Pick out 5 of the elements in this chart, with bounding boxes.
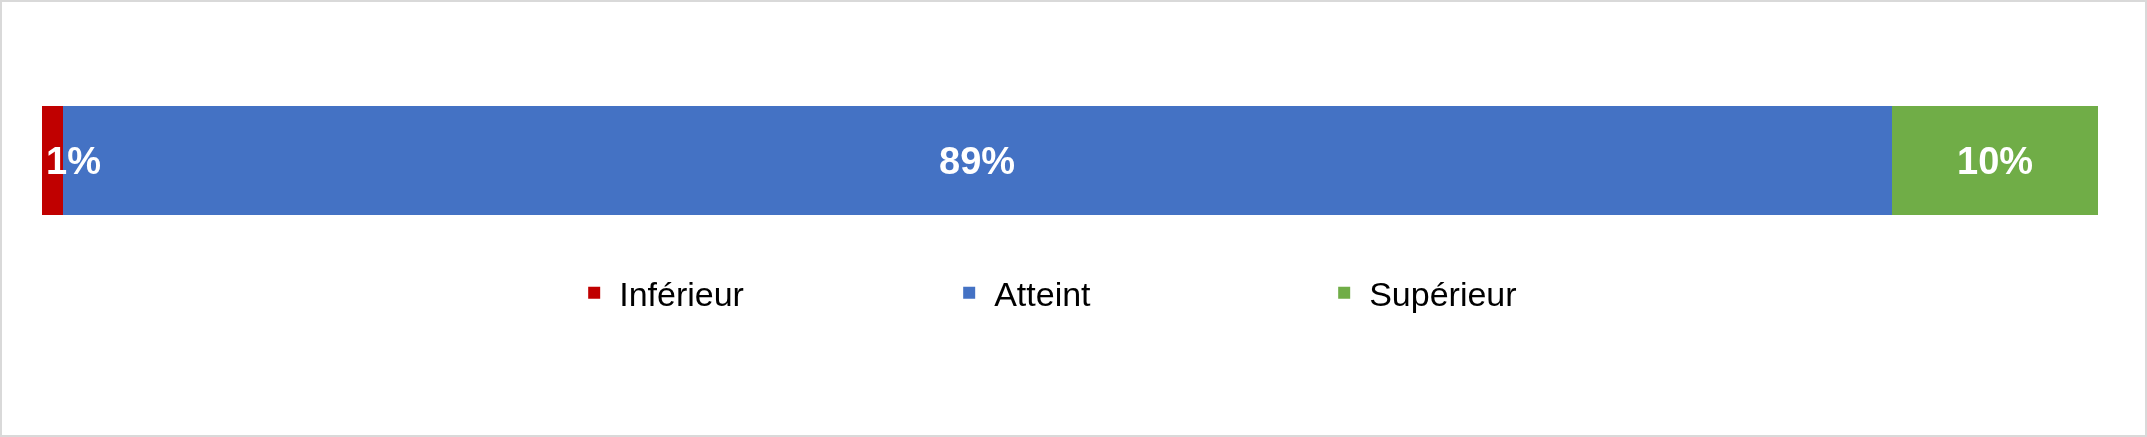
data-label: 89%	[939, 140, 1016, 182]
data-label: 10%	[1957, 140, 2034, 182]
legend-label: Supérieur	[1369, 274, 1517, 313]
legend-label: Atteint	[994, 274, 1092, 313]
legend-label: Inférieur	[619, 274, 744, 313]
